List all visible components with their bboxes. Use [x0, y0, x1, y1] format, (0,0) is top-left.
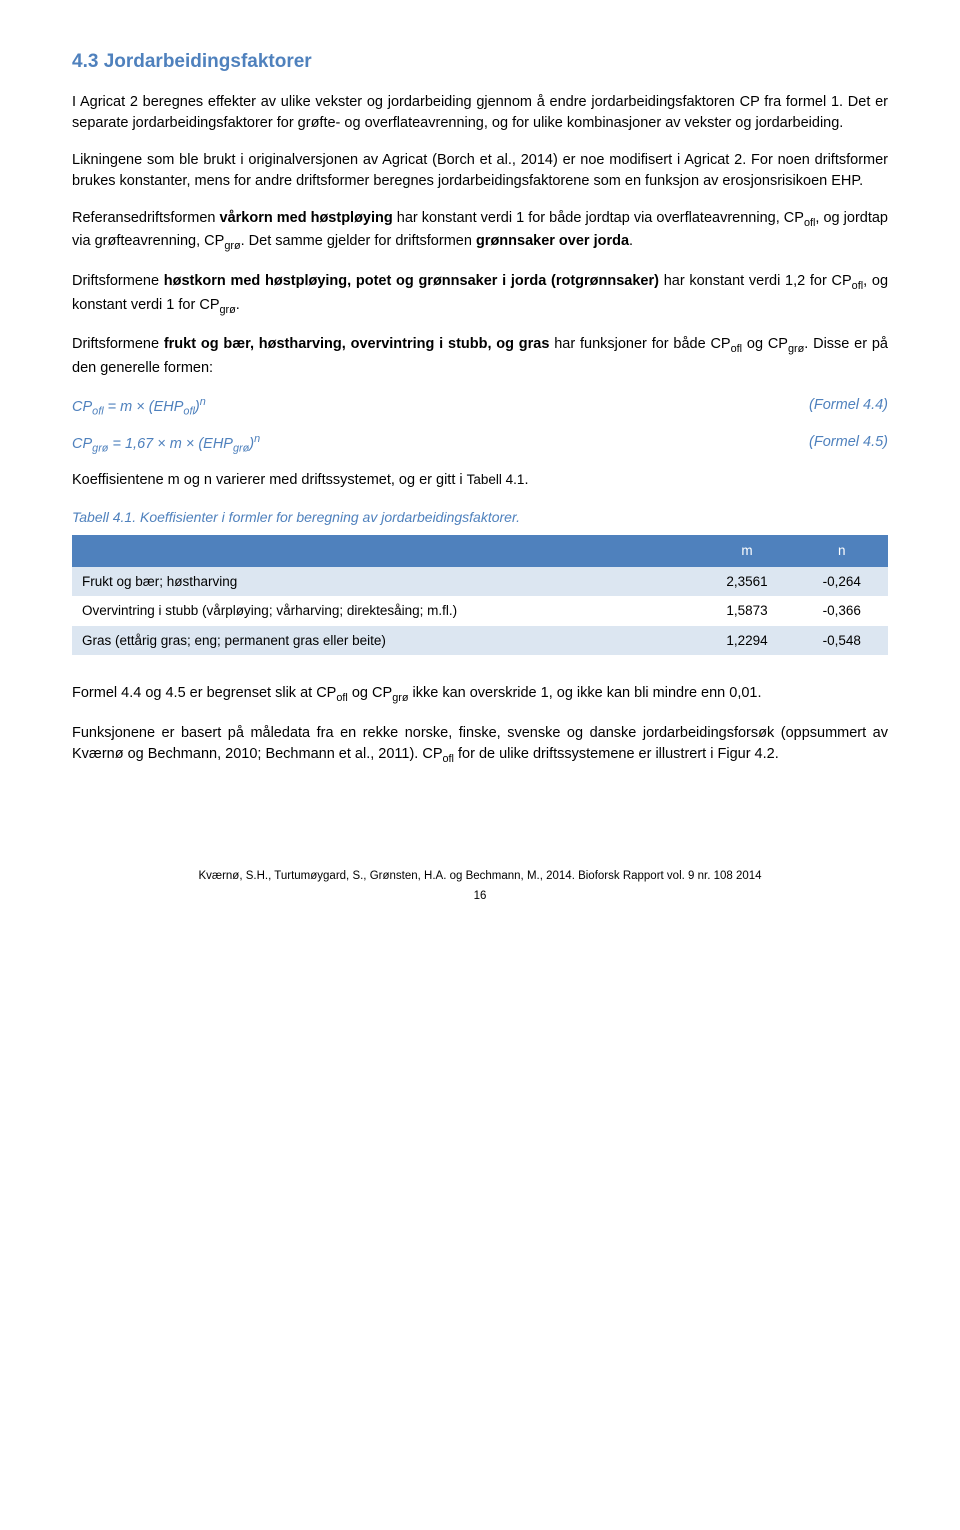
f1-sub1: ofl	[92, 406, 103, 418]
para5-text3: og CP	[742, 336, 788, 352]
para7-text1: Formel 4.4 og 4.5 er begrenset slik at C…	[72, 685, 336, 701]
f1-part2: = m × (EHP	[104, 399, 184, 415]
para5-bold1: frukt og bær, høstharving, overvintring …	[164, 336, 550, 352]
formula-2: CPgrø = 1,67 × m × (EHPgrø)n (Formel 4.5…	[72, 432, 888, 457]
table-cell: -0,264	[796, 567, 888, 597]
paragraph-4: Driftsformene høstkorn med høstpløying, …	[72, 271, 888, 318]
f2-sup: n	[254, 433, 260, 445]
f2-part2: = 1,67 × m × (EHP	[108, 436, 233, 452]
f1-sup: n	[200, 396, 206, 408]
para6-ref: Tabell 4.1	[467, 472, 525, 487]
f2-part1: CP	[72, 436, 92, 452]
para3-text2: har konstant verdi 1 for både jordtap vi…	[393, 210, 804, 226]
formula-1-label: (Formel 4.4)	[809, 395, 888, 420]
para7-text2: og CP	[348, 685, 392, 701]
para6-text2: .	[524, 472, 528, 488]
para7-text3: ikke kan overskride 1, og ikke kan bli m…	[408, 685, 761, 701]
para8-sub1: ofl	[443, 753, 454, 765]
table-caption: Tabell 4.1. Koeffisienter i formler for …	[72, 507, 888, 527]
table-header-m: m	[698, 535, 795, 567]
para4-text4: .	[236, 297, 240, 313]
section-heading: 4.3 Jordarbeidingsfaktorer	[72, 48, 888, 76]
para4-sub2: grø	[220, 303, 236, 315]
para3-text4: . Det samme gjelder for driftsformen	[241, 233, 476, 249]
para8-text2: for de ulike driftssystemene er illustre…	[454, 746, 779, 762]
table-cell: 1,5873	[698, 596, 795, 626]
table-header-n: n	[796, 535, 888, 567]
table-row: Frukt og bær; høstharving 2,3561 -0,264	[72, 567, 888, 597]
footer-page-number: 16	[72, 888, 888, 905]
para5-sub2: grø	[788, 343, 804, 355]
formula-2-label: (Formel 4.5)	[809, 432, 888, 457]
para4-text1: Driftsformene	[72, 273, 164, 289]
para3-bold2: grønnsaker over jorda	[476, 233, 629, 249]
formula-2-expression: CPgrø = 1,67 × m × (EHPgrø)n	[72, 432, 809, 457]
formula-1-expression: CPofl = m × (EHPofl)n	[72, 395, 809, 420]
para5-text1: Driftsformene	[72, 336, 164, 352]
table-row: Overvintring i stubb (vårpløying; vårhar…	[72, 596, 888, 626]
f1-sub2: ofl	[183, 406, 194, 418]
formula-1: CPofl = m × (EHPofl)n (Formel 4.4)	[72, 395, 888, 420]
table-cell: -0,366	[796, 596, 888, 626]
table-cell: 1,2294	[698, 626, 795, 656]
para5-sub1: ofl	[731, 343, 742, 355]
paragraph-5: Driftsformene frukt og bær, høstharving,…	[72, 334, 888, 379]
paragraph-6: Koeffisientene m og n varierer med drift…	[72, 470, 888, 491]
footer-citation: Kværnø, S.H., Turtumøygard, S., Grønsten…	[72, 868, 888, 885]
table-header-blank	[72, 535, 698, 567]
paragraph-8: Funksjonene er basert på måledata fra en…	[72, 723, 888, 768]
coefficients-table: m n Frukt og bær; høstharving 2,3561 -0,…	[72, 535, 888, 655]
para3-sub2: grø	[224, 240, 240, 252]
table-cell: Overvintring i stubb (vårpløying; vårhar…	[72, 596, 698, 626]
table-cell: Frukt og bær; høstharving	[72, 567, 698, 597]
para3-text5: .	[629, 233, 633, 249]
para6-text1: Koeffisientene m og n varierer med drift…	[72, 472, 467, 488]
paragraph-3: Referansedriftsformen vårkorn med høstpl…	[72, 208, 888, 255]
table-cell: -0,548	[796, 626, 888, 656]
table-header-row: m n	[72, 535, 888, 567]
para4-text2: har konstant verdi 1,2 for CP	[659, 273, 852, 289]
table-cell: Gras (ettårig gras; eng; permanent gras …	[72, 626, 698, 656]
table-cell: 2,3561	[698, 567, 795, 597]
para4-sub1: ofl	[852, 280, 863, 292]
para5-text2: har funksjoner for både CP	[549, 336, 730, 352]
para3-bold1: vårkorn med høstpløying	[220, 210, 393, 226]
para7-sub1: ofl	[336, 692, 347, 704]
table-row: Gras (ettårig gras; eng; permanent gras …	[72, 626, 888, 656]
f1-part1: CP	[72, 399, 92, 415]
paragraph-7: Formel 4.4 og 4.5 er begrenset slik at C…	[72, 683, 888, 707]
f2-sub1: grø	[92, 443, 108, 455]
para4-bold1: høstkorn med høstpløying, potet og grønn…	[164, 273, 659, 289]
para7-sub2: grø	[392, 692, 408, 704]
f2-sub2: grø	[233, 443, 249, 455]
paragraph-1: I Agricat 2 beregnes effekter av ulike v…	[72, 92, 888, 134]
para3-sub1: ofl	[804, 217, 815, 229]
para3-text1: Referansedriftsformen	[72, 210, 220, 226]
page-footer: Kværnø, S.H., Turtumøygard, S., Grønsten…	[72, 868, 888, 905]
paragraph-2: Likningene som ble brukt i originalversj…	[72, 150, 888, 192]
